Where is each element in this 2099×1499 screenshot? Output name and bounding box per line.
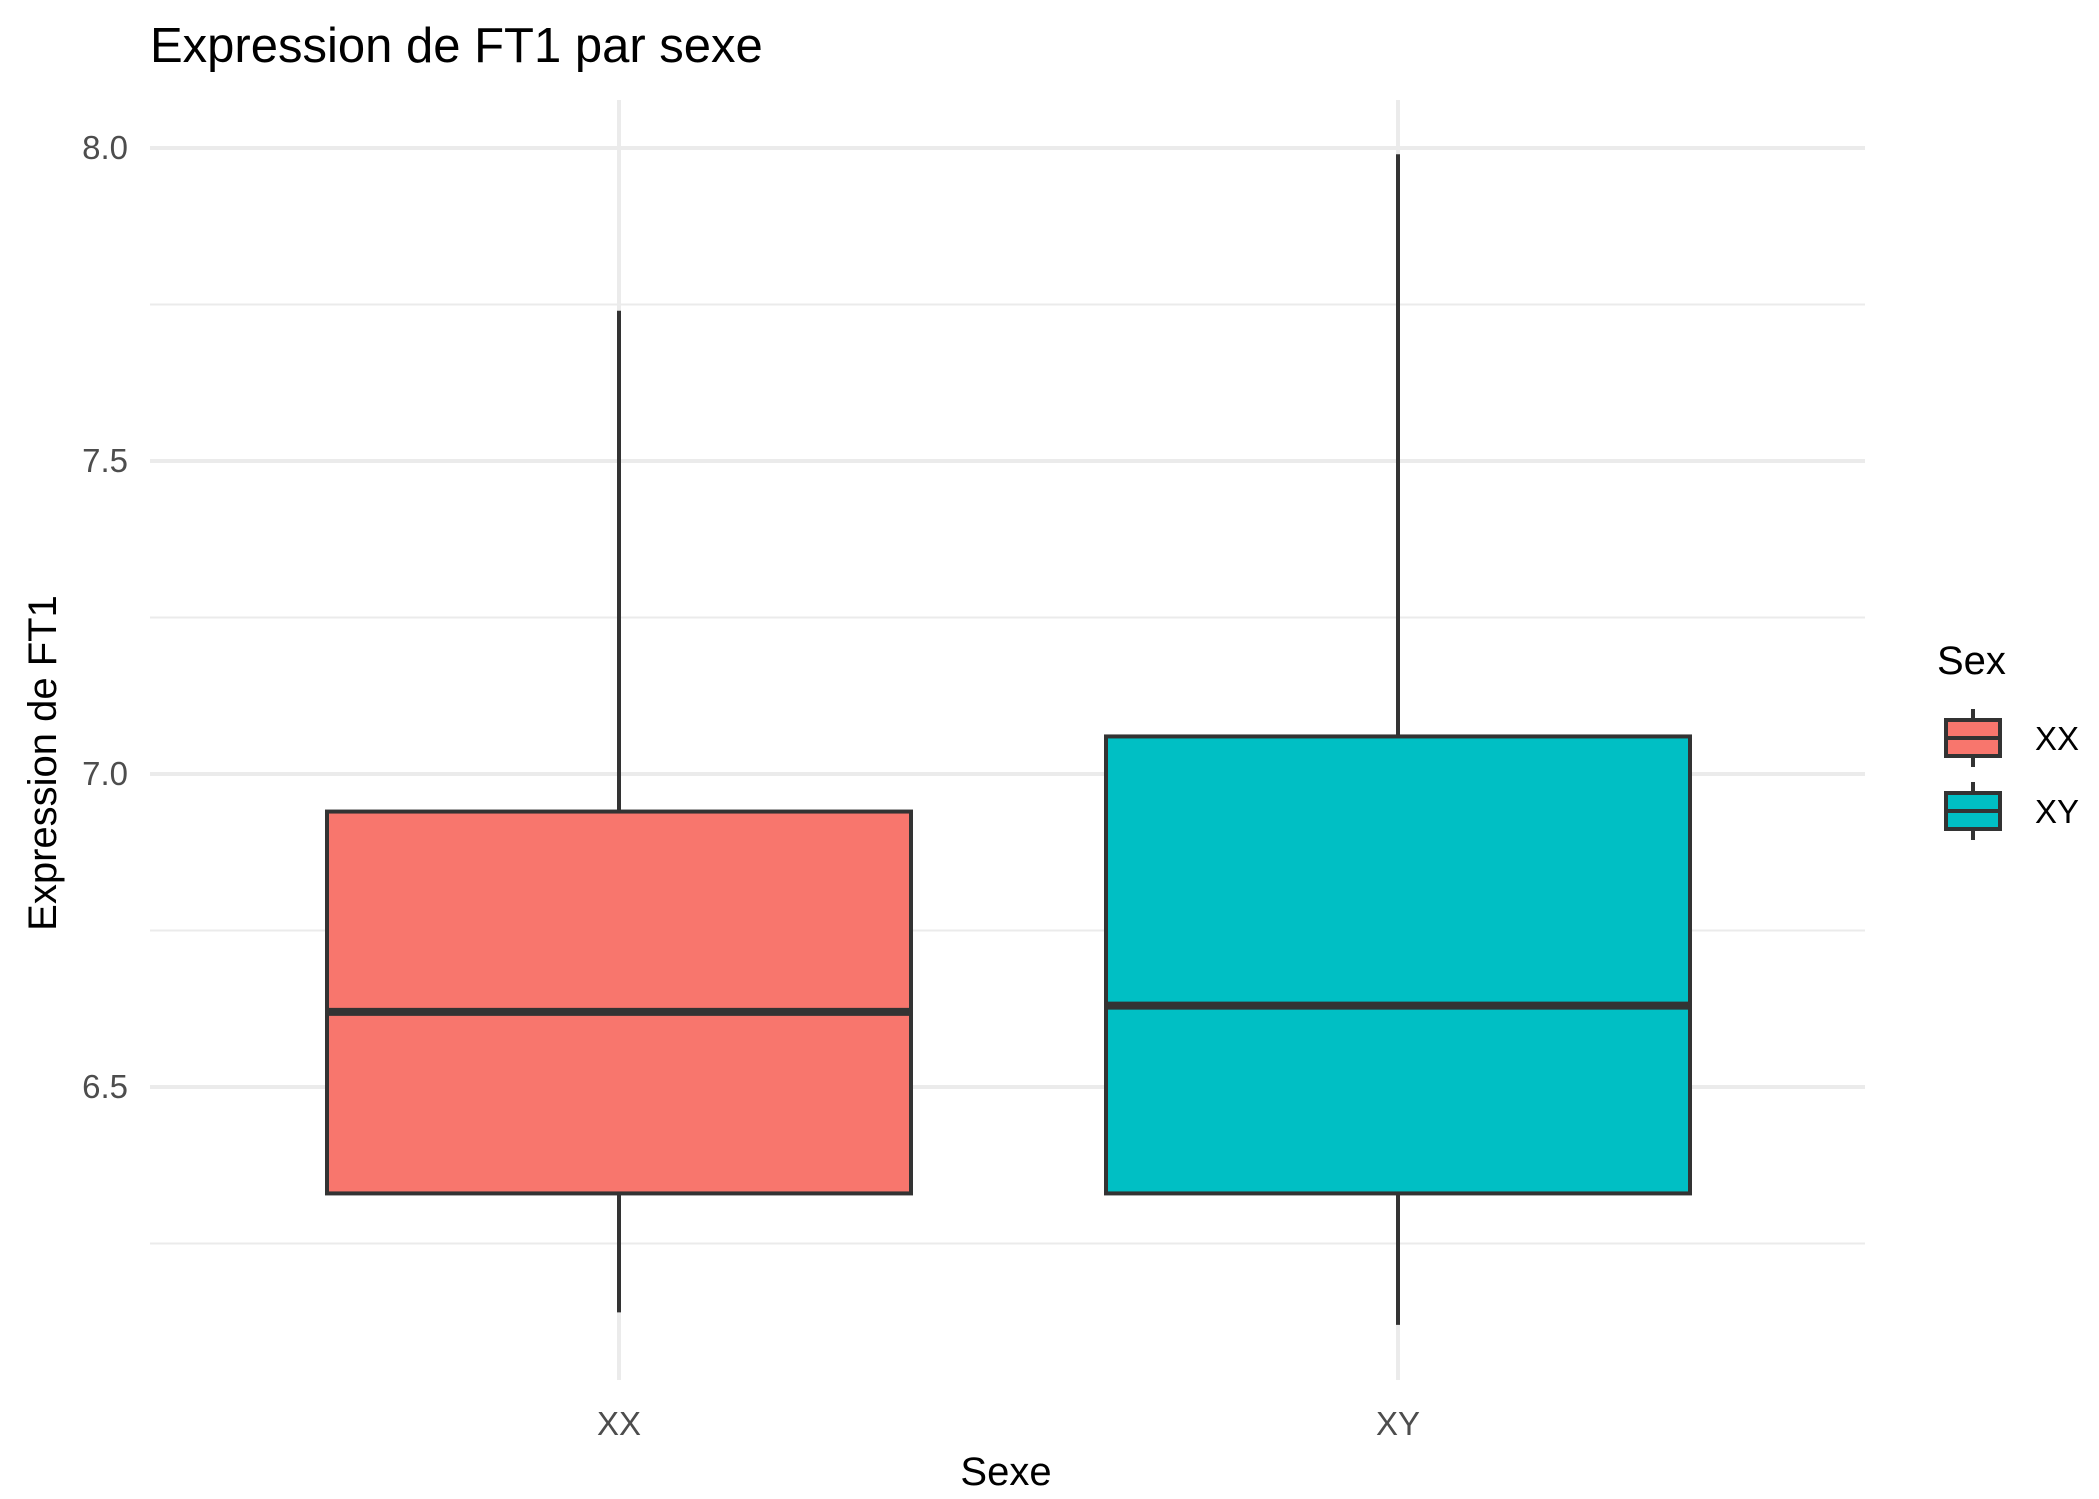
boxes <box>325 154 1692 1325</box>
x-tick-label: XX <box>597 1405 641 1442</box>
legend: Sex XX XY <box>1937 639 2079 840</box>
legend-title: Sex <box>1937 639 2006 683</box>
box-xx <box>325 310 913 1313</box>
legend-item-xx: XX <box>1944 709 2079 767</box>
y-axis-ticks: 6.5 7.0 7.5 8.0 <box>82 129 128 1105</box>
legend-item-xy: XY <box>1944 782 2079 840</box>
y-axis-title: Expression de FT1 <box>21 595 65 931</box>
legend-label: XX <box>2035 720 2079 757</box>
chart-title: Expression de FT1 par sexe <box>150 19 763 73</box>
box-xy <box>1104 154 1692 1325</box>
y-tick-label: 7.0 <box>82 755 128 792</box>
y-tick-label: 6.5 <box>82 1068 128 1105</box>
x-axis-ticks: XX XY <box>597 1405 1420 1442</box>
iqr-box <box>325 809 913 1196</box>
iqr-box <box>1104 734 1692 1196</box>
y-tick-label: 8.0 <box>82 129 128 166</box>
y-tick-label: 7.5 <box>82 442 128 479</box>
x-axis-title: Sexe <box>960 1450 1051 1494</box>
legend-label: XY <box>2035 793 2079 830</box>
x-tick-label: XY <box>1376 1405 1420 1442</box>
